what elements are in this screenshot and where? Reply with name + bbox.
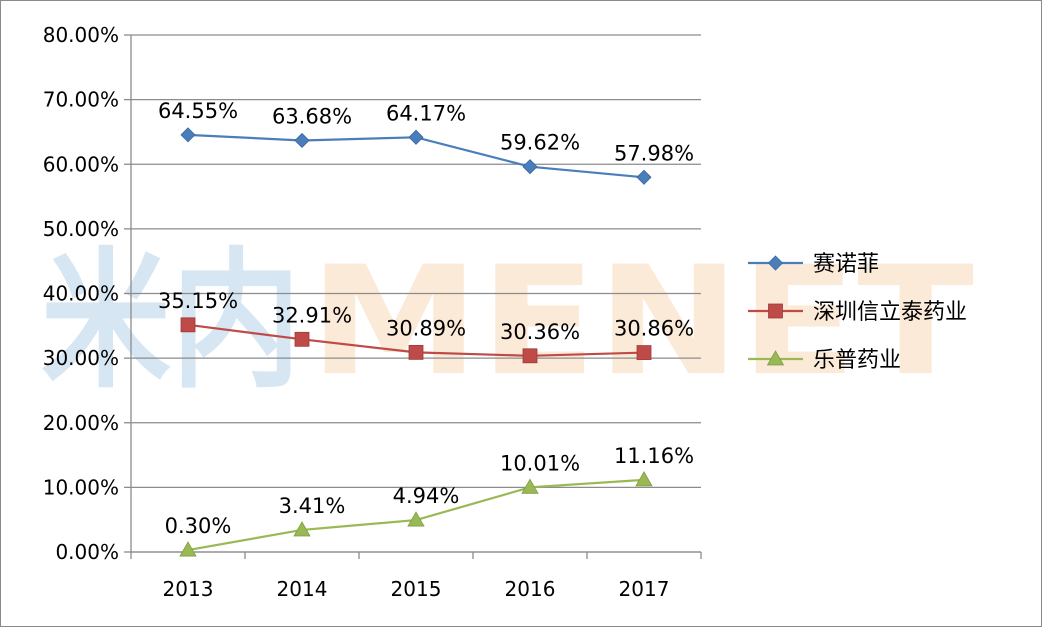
data-point xyxy=(521,478,539,494)
y-tick-label: 50.00% xyxy=(43,217,119,241)
data-point xyxy=(636,169,652,185)
legend-entry: 赛诺菲 xyxy=(748,252,879,277)
legend-marker xyxy=(766,350,785,366)
series-group: 64.55% 63.68% 64.17% 59.62% 57.98% 35.15% 32.9… xyxy=(158,99,694,557)
data-label: 0.30% xyxy=(165,514,232,538)
legend-label: 深圳信立泰药业 xyxy=(813,300,967,325)
y-tick-label: 60.00% xyxy=(43,152,119,176)
y-tick-label: 20.00% xyxy=(43,411,119,435)
data-point xyxy=(522,348,538,364)
series-2: 35.15% 32.91% 30.89% 30.36% 30.86% xyxy=(158,289,694,364)
data-label: 57.98% xyxy=(614,141,694,165)
watermark: 米内 MENET xyxy=(41,235,974,409)
series-1: 64.55% 63.68% 64.17% 59.62% 57.98% xyxy=(158,99,694,185)
x-tick-label: 2015 xyxy=(391,577,442,601)
data-point xyxy=(180,127,196,143)
legend-entry: 乐普药业 xyxy=(748,348,901,373)
data-label: 30.36% xyxy=(500,320,580,344)
watermark-right-text: MENET xyxy=(309,235,974,409)
y-tick-label: 40.00% xyxy=(43,282,119,306)
legend-marker xyxy=(767,255,784,271)
data-point xyxy=(294,331,310,347)
data-point xyxy=(522,159,538,175)
x-tick-label: 2017 xyxy=(619,577,670,601)
data-label: 32.91% xyxy=(272,303,352,327)
data-label: 35.15% xyxy=(158,289,238,313)
data-label: 63.68% xyxy=(272,104,352,128)
y-tick-label: 30.00% xyxy=(43,346,119,370)
x-tick-label: 2014 xyxy=(277,577,328,601)
gridlines xyxy=(131,34,701,553)
legend-label: 乐普药业 xyxy=(813,348,901,373)
data-point xyxy=(408,129,424,145)
data-point xyxy=(636,345,652,360)
y-tick-label: 0.00% xyxy=(55,540,119,564)
legend-entry: 深圳信立泰药业 xyxy=(748,300,967,325)
x-tick-label: 2013 xyxy=(163,577,214,601)
series-3: 0.30% 3.41% 4.94% 10.01% 11.16% xyxy=(165,444,694,557)
data-label: 10.01% xyxy=(500,451,580,475)
legend-label: 赛诺菲 xyxy=(813,252,879,277)
legend-marker xyxy=(768,303,783,319)
y-tick-label: 10.00% xyxy=(43,475,119,499)
y-tick-label: 70.00% xyxy=(43,88,119,112)
data-point xyxy=(407,511,425,527)
data-label: 30.86% xyxy=(614,317,694,341)
watermark-left-text: 米内 xyxy=(41,235,301,409)
y-tick-label: 80.00% xyxy=(43,23,119,47)
data-point xyxy=(408,344,424,360)
data-point xyxy=(180,317,196,333)
data-label: 4.94% xyxy=(393,484,460,508)
data-label: 64.55% xyxy=(158,99,238,123)
data-label: 64.17% xyxy=(386,101,466,125)
axes: 0.00% 10.00% 20.00% 30.00% 40.00% 50.00% 60.00… xyxy=(43,23,702,601)
data-label: 3.41% xyxy=(279,494,346,518)
data-point xyxy=(294,132,310,149)
data-point xyxy=(635,471,653,487)
x-tick-label: 2016 xyxy=(505,577,556,601)
data-label: 11.16% xyxy=(614,444,694,468)
data-label: 59.62% xyxy=(500,131,580,155)
data-point xyxy=(293,521,311,537)
data-label: 30.89% xyxy=(386,316,466,340)
data-point xyxy=(179,541,197,557)
